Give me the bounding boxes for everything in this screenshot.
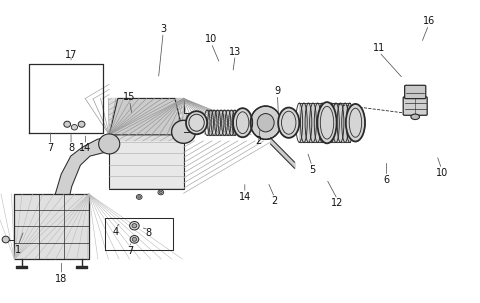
Text: 7: 7 — [47, 143, 54, 154]
Ellipse shape — [251, 106, 281, 139]
Text: 15: 15 — [123, 92, 136, 102]
Ellipse shape — [172, 120, 196, 143]
Text: 17: 17 — [65, 49, 77, 60]
Ellipse shape — [132, 238, 136, 241]
Ellipse shape — [98, 134, 120, 154]
Text: 1: 1 — [15, 245, 21, 255]
FancyBboxPatch shape — [109, 98, 183, 189]
FancyBboxPatch shape — [403, 97, 427, 115]
Text: 5: 5 — [309, 165, 315, 175]
FancyBboxPatch shape — [14, 194, 89, 259]
Text: 10: 10 — [435, 168, 448, 178]
Text: 6: 6 — [384, 175, 389, 185]
Ellipse shape — [78, 121, 85, 127]
Ellipse shape — [257, 114, 274, 132]
FancyBboxPatch shape — [405, 85, 426, 99]
Text: 13: 13 — [229, 46, 241, 57]
Text: 14: 14 — [79, 143, 92, 154]
Ellipse shape — [159, 191, 162, 194]
Text: 12: 12 — [331, 198, 344, 208]
Text: 16: 16 — [422, 16, 435, 26]
Ellipse shape — [132, 224, 137, 228]
Bar — [109, 98, 183, 141]
Text: 8: 8 — [146, 228, 152, 238]
Text: 4: 4 — [112, 227, 118, 237]
Ellipse shape — [186, 111, 207, 134]
Text: 8: 8 — [68, 143, 74, 154]
Text: 14: 14 — [239, 192, 251, 202]
Ellipse shape — [138, 196, 141, 198]
Ellipse shape — [158, 190, 164, 195]
Ellipse shape — [317, 102, 336, 143]
Text: 7: 7 — [127, 246, 134, 257]
Ellipse shape — [64, 121, 71, 127]
Ellipse shape — [278, 108, 300, 138]
Ellipse shape — [130, 221, 139, 230]
Ellipse shape — [346, 104, 365, 142]
Text: 9: 9 — [275, 86, 280, 96]
Ellipse shape — [130, 235, 139, 243]
Text: 3: 3 — [160, 24, 166, 34]
Text: 11: 11 — [373, 43, 385, 54]
Text: 18: 18 — [55, 274, 68, 284]
Text: 2: 2 — [271, 196, 278, 207]
Ellipse shape — [411, 114, 420, 119]
Ellipse shape — [2, 236, 10, 243]
Polygon shape — [109, 98, 183, 135]
Ellipse shape — [136, 195, 142, 199]
Ellipse shape — [233, 108, 252, 137]
Polygon shape — [54, 136, 109, 208]
Ellipse shape — [71, 125, 78, 130]
Text: 10: 10 — [205, 34, 217, 45]
Text: 2: 2 — [255, 136, 262, 146]
